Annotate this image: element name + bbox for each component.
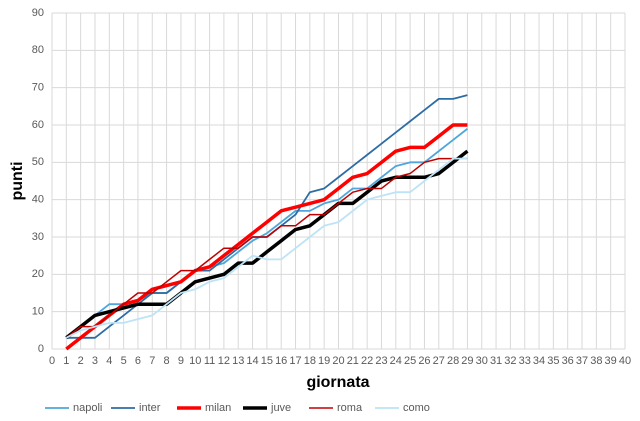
y-tick-label: 20 — [32, 268, 44, 280]
x-tick-label: 7 — [149, 355, 155, 367]
x-tick-label: 6 — [135, 355, 141, 367]
x-tick-label: 23 — [375, 355, 387, 367]
x-tick-label: 19 — [318, 355, 330, 367]
legend-label: milan — [205, 402, 231, 414]
x-tick-label: 35 — [547, 355, 559, 367]
x-tick-label: 1 — [63, 355, 69, 367]
x-tick-label: 2 — [78, 355, 84, 367]
series-line — [65, 123, 468, 351]
x-tick-label: 16 — [275, 355, 287, 367]
x-tick-label: 31 — [490, 355, 502, 367]
y-tick-label: 80 — [32, 44, 44, 56]
y-tick-label: 30 — [32, 231, 44, 243]
y-axis-label: punti — [9, 161, 26, 200]
y-tick-label: 70 — [32, 82, 44, 94]
x-tick-label: 36 — [562, 355, 574, 367]
x-tick-label: 8 — [164, 355, 170, 367]
x-tick-label: 40 — [619, 355, 631, 367]
legend-label: inter — [139, 402, 161, 414]
x-tick-label: 29 — [461, 355, 473, 367]
x-tick-label: 21 — [347, 355, 359, 367]
y-tick-label: 90 — [32, 7, 44, 19]
x-tick-label: 14 — [246, 355, 258, 367]
x-tick-label: 0 — [49, 355, 55, 367]
x-tick-label: 32 — [504, 355, 516, 367]
series-line — [65, 149, 469, 340]
x-tick-label: 5 — [121, 355, 127, 367]
x-tick-label: 12 — [218, 355, 230, 367]
series-line — [65, 157, 468, 339]
x-tick-label: 37 — [576, 355, 588, 367]
x-tick-label: 4 — [106, 355, 112, 367]
x-tick-label: 3 — [92, 355, 98, 367]
x-tick-label: 39 — [605, 355, 617, 367]
y-tick-label: 40 — [32, 194, 44, 206]
x-tick-label: 15 — [261, 355, 273, 367]
x-tick-label: 33 — [519, 355, 531, 367]
legend-label: como — [403, 402, 430, 414]
x-tick-label: 26 — [418, 355, 430, 367]
x-tick-label: 30 — [476, 355, 488, 367]
y-tick-label: 10 — [32, 306, 44, 318]
x-tick-label: 9 — [178, 355, 184, 367]
x-tick-label: 17 — [289, 355, 301, 367]
x-tick-label: 28 — [447, 355, 459, 367]
x-tick-label: 13 — [232, 355, 244, 367]
x-tick-label: 38 — [590, 355, 602, 367]
x-tick-label: 34 — [533, 355, 545, 367]
legend-label: juve — [270, 402, 291, 414]
x-tick-label: 24 — [390, 355, 402, 367]
x-tick-label: 22 — [361, 355, 373, 367]
legend-label: roma — [337, 402, 363, 414]
x-tick-label: 20 — [332, 355, 344, 367]
x-tick-label: 25 — [404, 355, 416, 367]
y-tick-label: 60 — [32, 119, 44, 131]
legend-label: napoli — [73, 402, 102, 414]
x-tick-label: 27 — [433, 355, 445, 367]
y-tick-label: 0 — [38, 343, 44, 355]
x-axis-label: giornata — [306, 374, 369, 391]
x-tick-label: 11 — [204, 355, 215, 367]
x-tick-label: 10 — [189, 355, 201, 367]
y-tick-label: 50 — [32, 156, 44, 168]
x-tick-label: 18 — [304, 355, 316, 367]
series-line — [65, 157, 468, 339]
